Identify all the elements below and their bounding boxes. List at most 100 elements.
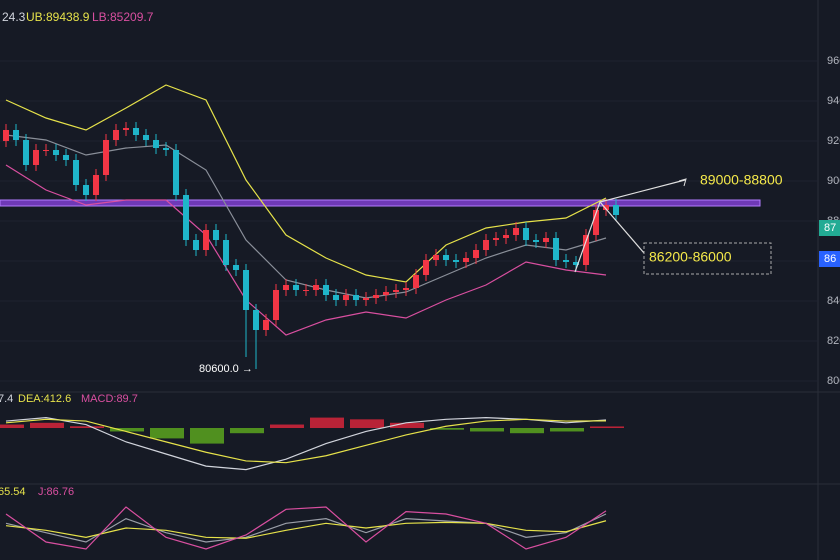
- candle-body: [443, 255, 449, 260]
- bollinger-band: [5, 134, 607, 299]
- macd-histogram: [470, 428, 504, 432]
- candle-body: [123, 128, 129, 130]
- candle-body: [3, 130, 9, 141]
- target-up: 89000-88800: [700, 172, 783, 188]
- candle-body: [293, 285, 299, 290]
- price-tag-label: 87: [824, 222, 836, 234]
- low-annotation: 80600.0 →: [199, 363, 253, 375]
- arrow-head: [678, 178, 687, 187]
- candle-body: [63, 155, 69, 160]
- candle-body: [183, 195, 189, 240]
- candle-body: [383, 292, 389, 295]
- y-tick-label: 90000: [827, 175, 840, 187]
- y-tick-label: 82000: [827, 335, 840, 347]
- candle-body: [603, 205, 609, 210]
- target-box: [643, 242, 772, 275]
- macd-histogram: [0, 424, 24, 428]
- candle-body: [103, 140, 109, 175]
- macd-histogram: [70, 426, 104, 428]
- macd-histogram: [270, 424, 304, 428]
- ub-label: UB:89438.9: [26, 10, 90, 24]
- candle-body: [413, 275, 419, 288]
- candle-body: [493, 238, 499, 240]
- macd-histogram: [110, 428, 144, 432]
- candle-body: [13, 130, 19, 140]
- candle-body: [163, 148, 169, 150]
- macd-label: MACD:89.7: [81, 393, 138, 405]
- candle-body: [213, 230, 219, 240]
- bollinger-band: [5, 84, 607, 283]
- bb-label: 24.3: [2, 10, 26, 24]
- candle-body: [283, 285, 289, 290]
- candle-body: [553, 238, 559, 260]
- candle-body: [543, 238, 549, 242]
- candle-body: [253, 310, 259, 330]
- candle-body: [113, 130, 119, 140]
- projection-down: [599, 201, 645, 254]
- candle-body: [423, 260, 429, 275]
- candle-body: [353, 295, 359, 300]
- candle-body: [263, 320, 269, 330]
- candle-body: [393, 290, 399, 292]
- candle-body: [613, 205, 619, 215]
- candle-body: [513, 228, 519, 235]
- candle-body: [43, 150, 49, 151]
- candle-body: [153, 140, 159, 148]
- macd-histogram: [30, 422, 64, 428]
- macd-histogram: [230, 428, 264, 434]
- candle-body: [463, 258, 469, 262]
- macd-histogram: [150, 428, 184, 439]
- d-line: [5, 520, 607, 539]
- candle-body: [323, 285, 329, 295]
- candle-body: [523, 228, 529, 240]
- macd-histogram: [430, 428, 464, 430]
- dif-line: [5, 416, 607, 471]
- candle-body: [483, 240, 489, 250]
- candle-body: [93, 175, 99, 195]
- price-tag: [819, 251, 840, 267]
- candle-body: [193, 240, 199, 250]
- y-tick-label: 96000: [827, 55, 840, 67]
- candle-body: [453, 260, 459, 262]
- candle-body: [503, 235, 509, 238]
- price-tag-label: 86: [824, 253, 836, 265]
- j-label: J:86.76: [38, 486, 74, 498]
- candle-body: [343, 295, 349, 300]
- candle-body: [83, 185, 89, 195]
- macd-histogram: [590, 426, 624, 428]
- candle-body: [33, 150, 39, 165]
- macd-histogram: [550, 428, 584, 432]
- candle-body: [273, 290, 279, 320]
- macd-histogram: [310, 417, 344, 428]
- dea-line: [5, 418, 607, 464]
- candle-body: [203, 230, 209, 250]
- candle-body: [573, 262, 579, 265]
- d-label: 65.54: [0, 486, 26, 498]
- candle-body: [73, 160, 79, 185]
- candle-body: [373, 295, 379, 298]
- candle-body: [233, 265, 239, 270]
- dea-label: DEA:412.6: [18, 393, 71, 405]
- candle-body: [303, 290, 309, 291]
- candle-body: [533, 240, 539, 242]
- candle-body: [313, 285, 319, 290]
- target-down: 86200-86000: [649, 249, 732, 265]
- candle-body: [173, 150, 179, 195]
- y-tick-label: 84000: [827, 295, 840, 307]
- candle-body: [143, 135, 149, 140]
- y-tick-label: 92000: [827, 135, 840, 147]
- candle-body: [23, 140, 29, 165]
- candle-body: [403, 288, 409, 290]
- y-tick-label: 80000: [827, 375, 840, 387]
- candle-body: [53, 150, 59, 155]
- candle-body: [593, 210, 599, 235]
- candle-body: [363, 298, 369, 300]
- candle-body: [333, 295, 339, 300]
- resistance-zone: [0, 199, 761, 207]
- macd-histogram: [390, 422, 424, 428]
- price-tag: [819, 220, 840, 236]
- macd-histogram: [350, 419, 384, 428]
- candle-body: [473, 250, 479, 258]
- candle-body: [583, 235, 589, 265]
